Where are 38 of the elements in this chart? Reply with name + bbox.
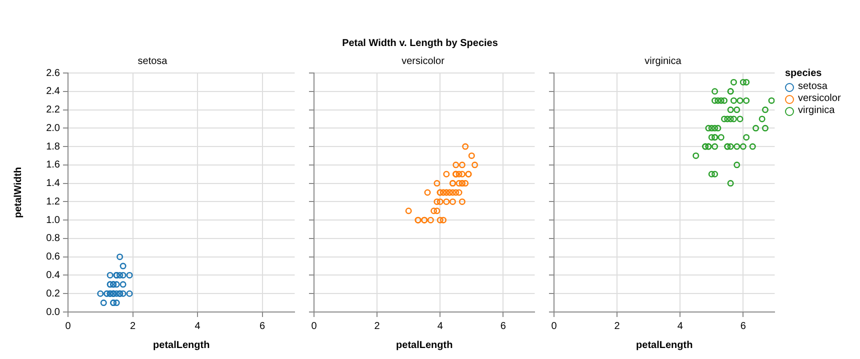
- x-tick-label: 2: [614, 320, 620, 332]
- legend-label: versicolor: [798, 93, 841, 105]
- x-tick-label: 6: [740, 320, 746, 332]
- y-tick-label: 1.8: [46, 141, 60, 152]
- y-tick-label: 1.4: [46, 178, 60, 190]
- x-tick-label: 4: [677, 320, 684, 332]
- chart-subtitle: setosa: [138, 56, 168, 67]
- y-tick-label: 2.0: [46, 122, 60, 134]
- legend-label: setosa: [798, 81, 828, 93]
- x-tick-label: 2: [130, 320, 136, 332]
- x-tick-label: 4: [437, 320, 444, 332]
- y-tick-label: 0.0: [46, 306, 60, 318]
- chart-subtitle: virginica: [644, 56, 682, 67]
- chart-title: Petal Width v. Length by Species: [341, 38, 499, 51]
- y-tick-label: 2.6: [46, 68, 60, 79]
- x-axis-title: petalLength: [153, 340, 210, 351]
- y-tick-label: 1.0: [46, 214, 60, 226]
- y-tick-label: 0.4: [46, 270, 60, 281]
- y-tick-label: 0.6: [46, 252, 60, 263]
- y-tick-label: 0.2: [46, 288, 60, 300]
- x-tick-label: 0: [311, 320, 318, 332]
- y-axis-title: petalWidth: [12, 166, 24, 218]
- y-tick-label: 1.6: [46, 160, 60, 171]
- y-tick-label: 0.8: [46, 233, 60, 244]
- x-axis-title: petalLength: [396, 340, 453, 351]
- legend-title: species: [785, 68, 823, 80]
- chart-subtitle: versicolor: [402, 56, 446, 67]
- y-tick-label: 1.2: [46, 196, 60, 208]
- legend-label: virginica: [798, 105, 835, 117]
- y-tick-label: 2.2: [46, 104, 60, 116]
- x-tick-label: 0: [65, 320, 72, 332]
- x-tick-label: 4: [194, 320, 201, 332]
- x-axis-title: petalLength: [636, 340, 693, 351]
- x-tick-label: 2: [374, 320, 380, 332]
- x-tick-label: 6: [500, 320, 506, 332]
- x-tick-label: 0: [551, 320, 558, 332]
- y-tick-label: 2.4: [46, 86, 60, 98]
- x-tick-label: 6: [260, 320, 266, 332]
